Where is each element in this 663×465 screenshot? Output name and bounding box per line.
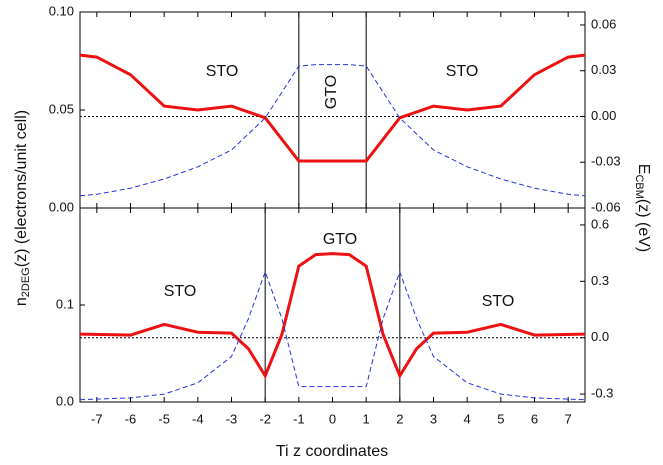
annotation: STO xyxy=(446,63,479,80)
x-tick-label: -5 xyxy=(158,411,170,426)
series-line xyxy=(79,53,586,163)
y-tick-label: 0.00 xyxy=(49,199,74,214)
y-tick-label: 0.1 xyxy=(56,296,74,311)
y2-tick-label: 0.0 xyxy=(591,329,609,344)
x-tick-label: -2 xyxy=(259,411,271,426)
annotation: GTO xyxy=(323,75,340,109)
y2-tick-label: 0.06 xyxy=(591,16,616,31)
y2-label-rest: (z) (eV) xyxy=(635,199,652,252)
series-line xyxy=(79,252,586,380)
x-axis-label: Ti z coordinates xyxy=(276,443,388,460)
annotation: STO xyxy=(482,293,515,310)
annotation: GTO xyxy=(323,231,357,248)
y2-label-main: E xyxy=(635,164,652,175)
y-label-main: n xyxy=(13,297,30,306)
y2-label-sub: CBM xyxy=(633,174,645,198)
y2-tick-label: -0.03 xyxy=(591,154,621,169)
y2-tick-label: 0.03 xyxy=(591,62,616,77)
y-tick-label: 0.0 xyxy=(56,393,74,408)
y-label-sub: 2DEG xyxy=(20,267,32,297)
y2-tick-label: 0.6 xyxy=(591,216,609,231)
x-tick-label: -3 xyxy=(226,411,238,426)
y-axis-label: n2DEG(z) (electrons/unit cell) xyxy=(13,110,32,306)
y2-tick-label: 0.3 xyxy=(591,273,609,288)
series-line xyxy=(79,270,586,401)
x-tick-label: 5 xyxy=(497,411,504,426)
annotation: STO xyxy=(164,283,197,300)
x-tick-label: -1 xyxy=(293,411,305,426)
y2-tick-label: -0.3 xyxy=(591,386,613,401)
annotation: STO xyxy=(206,63,239,80)
x-tick-label: -7 xyxy=(91,411,103,426)
x-tick-label: 0 xyxy=(329,411,336,426)
y2-tick-label: -0.06 xyxy=(591,199,621,214)
x-tick-label: 6 xyxy=(531,411,538,426)
y-label-rest: (z) (electrons/unit cell) xyxy=(13,110,30,267)
y2-tick-label: 0.00 xyxy=(591,108,616,123)
x-tick-label: 3 xyxy=(430,411,437,426)
y2-axis-label: ECBM(z) (eV) xyxy=(633,164,652,252)
x-tick-label: -4 xyxy=(192,411,204,426)
x-tick-label: 2 xyxy=(396,411,403,426)
x-tick-label: -6 xyxy=(125,411,137,426)
x-tick-label: 4 xyxy=(464,411,471,426)
y-tick-label: 0.10 xyxy=(49,3,74,18)
x-tick-label: 7 xyxy=(565,411,572,426)
series-line xyxy=(79,64,586,197)
y-tick-label: 0.05 xyxy=(49,101,74,116)
x-tick-label: 1 xyxy=(363,411,370,426)
